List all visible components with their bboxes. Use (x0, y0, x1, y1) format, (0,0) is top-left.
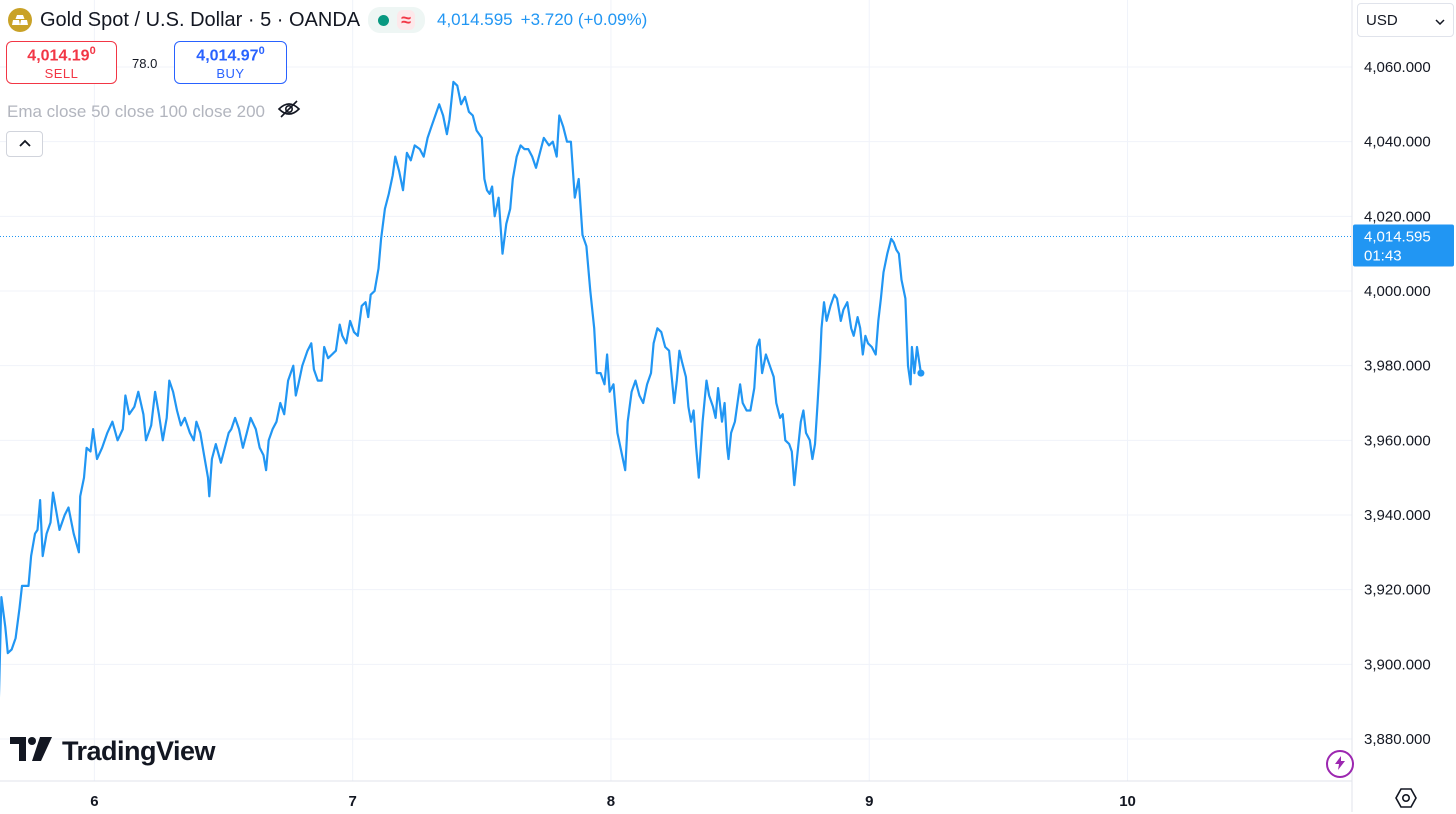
brand-name: TradingView (62, 736, 216, 766)
market-status[interactable]: ≈ (368, 7, 425, 33)
indicator-legend[interactable]: Ema close 50 close 100 close 200 (7, 99, 301, 124)
series-layer (0, 80, 925, 698)
tradingview-logo-icon (10, 737, 52, 766)
x-tick-label: 6 (90, 793, 98, 810)
spread-value: 78.0 (132, 56, 158, 71)
buy-label: BUY (216, 66, 245, 82)
eye-off-icon[interactable] (277, 99, 301, 124)
last-price-label: 4,014.595 (1364, 229, 1431, 246)
sell-button[interactable]: 4,014.190 SELL (6, 41, 117, 84)
price-series-line (0, 80, 923, 698)
y-tick-label: 3,920.000 (1364, 582, 1431, 599)
y-tick-label: 3,940.000 (1364, 507, 1431, 524)
chevron-down-icon (1435, 12, 1445, 29)
last-price-label-bg (1353, 224, 1454, 267)
price-change-value: +3.720 (+0.09%) (520, 10, 648, 29)
sell-price-main: 4,014.19 (27, 47, 90, 65)
symbol-header: Gold Spot / U.S. Dollar · 5 · OANDA ≈ 4,… (8, 6, 647, 34)
last-point-marker (917, 369, 925, 377)
y-tick-label: 3,880.000 (1364, 731, 1431, 748)
y-tick-label: 4,060.000 (1364, 59, 1431, 76)
buy-button[interactable]: 4,014.970 BUY (174, 41, 287, 84)
lightning-bolt-icon (1334, 755, 1346, 773)
market-open-icon (378, 14, 390, 26)
buy-price-main: 4,014.97 (196, 47, 259, 65)
sell-price-pip: 0 (89, 44, 96, 57)
last-price-layer: 4,014.595 01:43 (0, 224, 1454, 267)
x-tick-label: 8 (607, 793, 615, 810)
last-price-value: 4,014.595 (437, 10, 513, 29)
currency-value: USD (1366, 11, 1398, 29)
chevron-up-icon (18, 135, 32, 153)
gold-bars-icon[interactable] (8, 8, 32, 32)
sell-price: 4,014.190 (27, 42, 95, 65)
time-axis[interactable]: 6 7 8 9 10 (90, 793, 1136, 810)
symbol-title[interactable]: Gold Spot / U.S. Dollar · 5 · OANDA (40, 8, 361, 31)
tradingview-logo[interactable]: TradingView (10, 736, 216, 767)
x-tick-label: 10 (1119, 793, 1136, 810)
buy-price-pip: 0 (258, 44, 265, 57)
y-tick-label: 4,040.000 (1364, 134, 1431, 151)
sell-label: SELL (44, 66, 79, 82)
y-tick-label: 4,000.000 (1364, 283, 1431, 300)
chart-settings-button[interactable] (1394, 787, 1418, 814)
x-tick-label: 7 (348, 793, 356, 810)
y-tick-label: 3,960.000 (1364, 432, 1431, 449)
lightning-bolt-button[interactable] (1326, 750, 1354, 778)
settings-gear-icon (1395, 787, 1417, 814)
y-tick-label: 3,900.000 (1364, 656, 1431, 673)
x-tick-label: 9 (865, 793, 873, 810)
currency-select[interactable]: USD (1357, 3, 1454, 37)
countdown-label: 01:43 (1364, 248, 1402, 265)
buy-price: 4,014.970 (196, 42, 264, 65)
status-glyph: ≈ (397, 10, 415, 30)
y-tick-label: 3,980.000 (1364, 358, 1431, 375)
collapse-legend-button[interactable] (6, 131, 43, 157)
price-axis[interactable]: 4,060.000 4,040.000 4,020.000 4,000.000 3,98… (1364, 59, 1431, 748)
indicator-label[interactable]: Ema close 50 close 100 close 200 (7, 101, 265, 121)
y-tick-label: 4,020.000 (1364, 208, 1431, 225)
